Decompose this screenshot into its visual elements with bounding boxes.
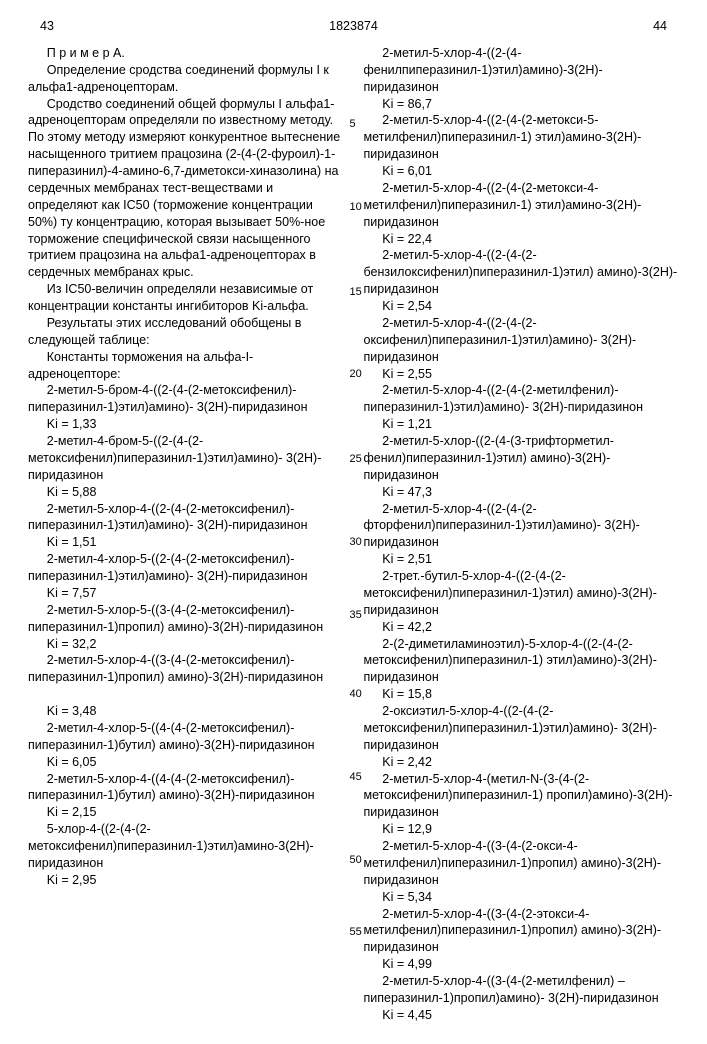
ki-value: Ki = 2,42 (364, 754, 680, 771)
line-number: 25 (350, 452, 362, 467)
ki-value: Ki = 4,45 (364, 1007, 680, 1024)
compound-entry: 2-метил-5-хлор-4-(метил-N-(3-(4-(2-меток… (364, 771, 680, 822)
compound-entry: 2-метил-5-хлор-4-((3-(4-(2-метоксифенил)… (28, 652, 344, 686)
ki-value: Ki = 1,33 (28, 416, 344, 433)
ki-value: Ki = 3,48 (28, 703, 344, 720)
line-number: 40 (350, 687, 362, 702)
two-column-layout: П р и м е р А. Определение сродства соед… (28, 45, 679, 1024)
compound-entry: 2-метил-5-бром-4-((2-(4-(2-метоксифенил)… (28, 382, 344, 416)
ki-value: Ki = 5,88 (28, 484, 344, 501)
blank-line (28, 686, 344, 703)
ki-value: Ki = 2,15 (28, 804, 344, 821)
ki-value: Ki = 2,95 (28, 872, 344, 889)
compound-entry: 2-метил-4-хлор-5-((4-(4-(2-метоксифенил)… (28, 720, 344, 754)
compound-entry: 2-метил-5-хлор-4-((4-(4-(2-метоксифенил)… (28, 771, 344, 805)
ki-value: Ki = 12,9 (364, 821, 680, 838)
ki-value: Ki = 6,01 (364, 163, 680, 180)
paragraph: Определение сродства соединений формулы … (28, 62, 344, 96)
compound-entry: 2-метил-5-хлор-5-((3-(4-(2-метоксифенил)… (28, 602, 344, 636)
compound-entry: 2-трет.-бутил-5-хлор-4-((2-(4-(2-метокси… (364, 568, 680, 619)
page-number-right: 44 (653, 18, 667, 35)
compound-entry: 2-метил-5-хлор-4-((2-(4-(2-фторфенил)пип… (364, 501, 680, 552)
ki-value: Ki = 32,2 (28, 636, 344, 653)
ki-value: Ki = 6,05 (28, 754, 344, 771)
header-row: 43 1823874 44 (28, 18, 679, 35)
compound-entry: 2-метил-5-хлор-4-((3-(4-(2-окси-4-метилф… (364, 838, 680, 889)
page: 43 1823874 44 П р и м е р А. Определение… (0, 0, 707, 1044)
line-number: 20 (350, 367, 362, 382)
document-number: 1823874 (54, 18, 653, 35)
ki-value: Ki = 1,21 (364, 416, 680, 433)
left-column: П р и м е р А. Определение сродства соед… (28, 45, 344, 1024)
line-number: 10 (350, 200, 362, 215)
paragraph: Из IC50-величин определяли независимые о… (28, 281, 344, 315)
ki-value: Ki = 2,55 (364, 366, 680, 383)
line-number: 15 (350, 285, 362, 300)
right-column: 5 10 15 20 25 30 35 40 45 50 55 2-метил-… (364, 45, 680, 1024)
paragraph: Сродство соединений общей формулы I альф… (28, 96, 344, 282)
compound-entry: 2-метил-5-хлор-4-((2-(4-(2-оксифенил)пип… (364, 315, 680, 366)
ki-value: Ki = 2,51 (364, 551, 680, 568)
ki-value: Ki = 42,2 (364, 619, 680, 636)
compound-entry: 2-метил-5-хлор-((2-(4-(3-трифторметил-фе… (364, 433, 680, 484)
compound-entry: 2-метил-4-бром-5-((2-(4-(2-метоксифенил)… (28, 433, 344, 484)
ki-value: Ki = 5,34 (364, 889, 680, 906)
ki-value: Ki = 22,4 (364, 231, 680, 248)
paragraph: Константы торможения на альфа-I-адреноце… (28, 349, 344, 383)
compound-entry: 2-метил-5-хлор-4-((2-(4-(2-метокси-4-мет… (364, 180, 680, 231)
page-number-left: 43 (40, 18, 54, 35)
line-number: 55 (350, 925, 362, 940)
ki-value: Ki = 4,99 (364, 956, 680, 973)
paragraph: Результаты этих исследований обобщены в … (28, 315, 344, 349)
ki-value: Ki = 2,54 (364, 298, 680, 315)
compound-entry: 2-метил-5-хлор-4-((2-(4-(2-бензилоксифен… (364, 247, 680, 298)
line-number: 30 (350, 535, 362, 550)
ki-value: Ki = 15,8 (364, 686, 680, 703)
ki-value: Ki = 47,3 (364, 484, 680, 501)
line-number: 45 (350, 770, 362, 785)
compound-entry: 2-метил-5-хлор-4-((2-(4-(2-метилфенил)-п… (364, 382, 680, 416)
compound-entry: 2-метил-5-хлор-4-((2-(4-(2-метокси-5-мет… (364, 112, 680, 163)
line-number: 35 (350, 608, 362, 623)
example-heading: П р и м е р А. (28, 45, 344, 62)
compound-entry: 2-(2-диметиламиноэтил)-5-хлор-4-((2-(4-(… (364, 636, 680, 687)
line-number: 50 (350, 853, 362, 868)
compound-entry: 2-метил-5-хлор-4-((2-(4-(2-метоксифенил)… (28, 501, 344, 535)
compound-entry: 5-хлор-4-((2-(4-(2-метоксифенил)пиперази… (28, 821, 344, 872)
ki-value: Ki = 86,7 (364, 96, 680, 113)
compound-entry: 2-метил-5-хлор-4-((3-(4-(2-этокси-4-мети… (364, 906, 680, 957)
compound-entry: 2-метил-5-хлор-4-((2-(4-фенилпиперазинил… (364, 45, 680, 96)
ki-value: Ki = 7,57 (28, 585, 344, 602)
compound-entry: 2-оксиэтил-5-хлор-4-((2-(4-(2-метоксифен… (364, 703, 680, 754)
compound-entry: 2-метил-4-хлор-5-((2-(4-(2-метоксифенил)… (28, 551, 344, 585)
line-number: 5 (350, 117, 356, 132)
ki-value: Ki = 1,51 (28, 534, 344, 551)
compound-entry: 2-метил-5-хлор-4-((3-(4-(2-метилфенил) –… (364, 973, 680, 1007)
